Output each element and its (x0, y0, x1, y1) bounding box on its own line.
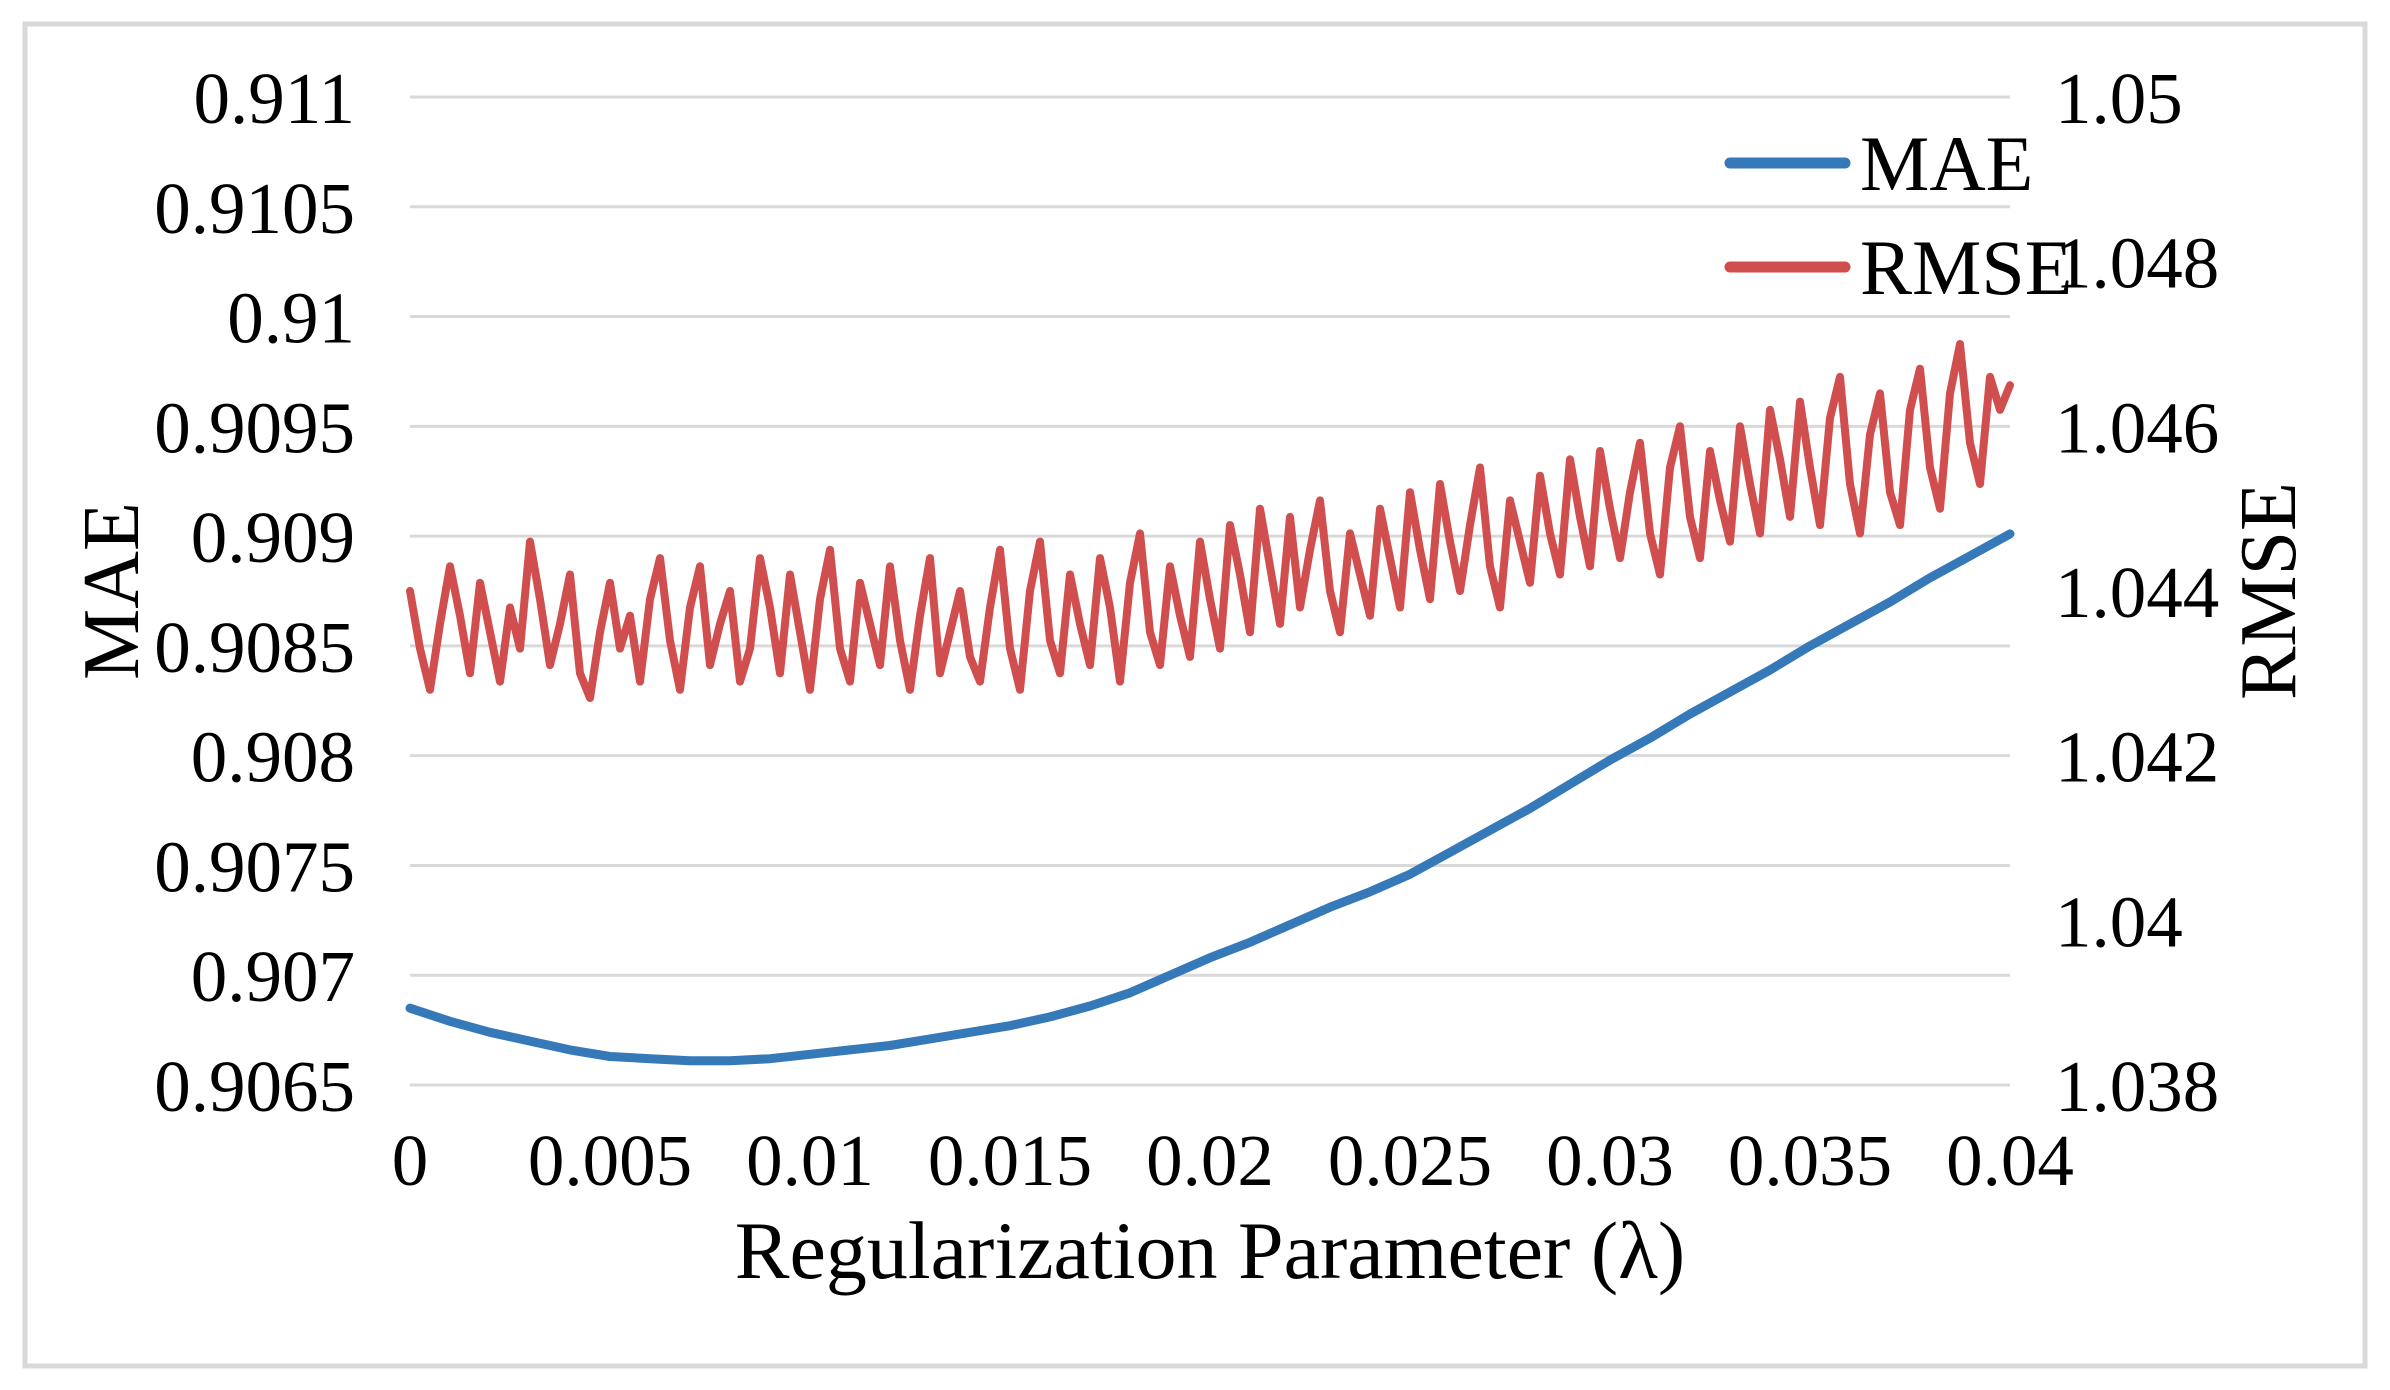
left-axis-tick-label: 0.91 (227, 278, 355, 359)
right-axis-tick-label: 1.048 (2055, 223, 2219, 304)
right-axis-tick-labels: 1.05 1.048 1.046 1.044 1.042 1.04 1.038 (2055, 58, 2219, 1127)
left-axis-tick-label: 0.9075 (154, 826, 355, 907)
mae-line (405, 529, 2015, 1066)
x-axis-tick-label: 0.005 (528, 1120, 692, 1201)
x-axis-tick-label: 0.035 (1728, 1120, 1892, 1201)
left-axis-tick-label: 0.907 (191, 936, 355, 1017)
left-axis-tick-label: 0.9095 (154, 387, 355, 468)
right-axis-title: RMSE (2225, 482, 2313, 700)
left-axis-tick-labels: 0.911 0.9105 0.91 0.9095 0.909 0.9085 0.908 0.9… (154, 58, 355, 1127)
legend-mae-label: MAE (1860, 120, 2033, 207)
right-axis-tick-label: 1.044 (2055, 552, 2219, 633)
x-axis-tick-labels: 0 0.005 0.01 0.015 0.02 0.025 0.03 0.035 0.04 (392, 1120, 2074, 1201)
x-axis-tick-label: 0 (392, 1120, 429, 1201)
x-axis-tick-label: 0.01 (746, 1120, 874, 1201)
figure-border (22, 21, 2368, 1369)
legend: MAE RMSE (1724, 120, 2072, 311)
left-axis-tick-label: 0.9105 (154, 168, 355, 249)
x-axis-tick-label: 0.03 (1546, 1120, 1674, 1201)
x-axis-tick-label: 0.015 (928, 1120, 1092, 1201)
right-axis-tick-label: 1.05 (2055, 58, 2183, 139)
rmse-line (406, 340, 2014, 702)
right-axis-tick-label: 1.046 (2055, 387, 2219, 468)
left-axis-tick-label: 0.9065 (154, 1046, 355, 1127)
right-axis-tick-label: 1.038 (2055, 1046, 2219, 1127)
x-axis-tick-label: 0.04 (1946, 1120, 2074, 1201)
left-axis-tick-label: 0.908 (191, 717, 355, 798)
series-lines (405, 340, 2015, 1066)
left-axis-tick-label: 0.9085 (154, 607, 355, 688)
x-axis-tick-label: 0.02 (1146, 1120, 1274, 1201)
left-axis-title: MAE (68, 502, 156, 680)
x-axis-title: Regularization Parameter (λ) (735, 1205, 1685, 1296)
right-axis-tick-label: 1.04 (2055, 881, 2183, 962)
x-axis-tick-label: 0.025 (1328, 1120, 1492, 1201)
right-axis-tick-label: 1.042 (2055, 717, 2219, 798)
left-axis-tick-label: 0.909 (191, 497, 355, 578)
left-axis-tick-label: 0.911 (193, 58, 355, 139)
legend-rmse-label: RMSE (1860, 224, 2072, 311)
